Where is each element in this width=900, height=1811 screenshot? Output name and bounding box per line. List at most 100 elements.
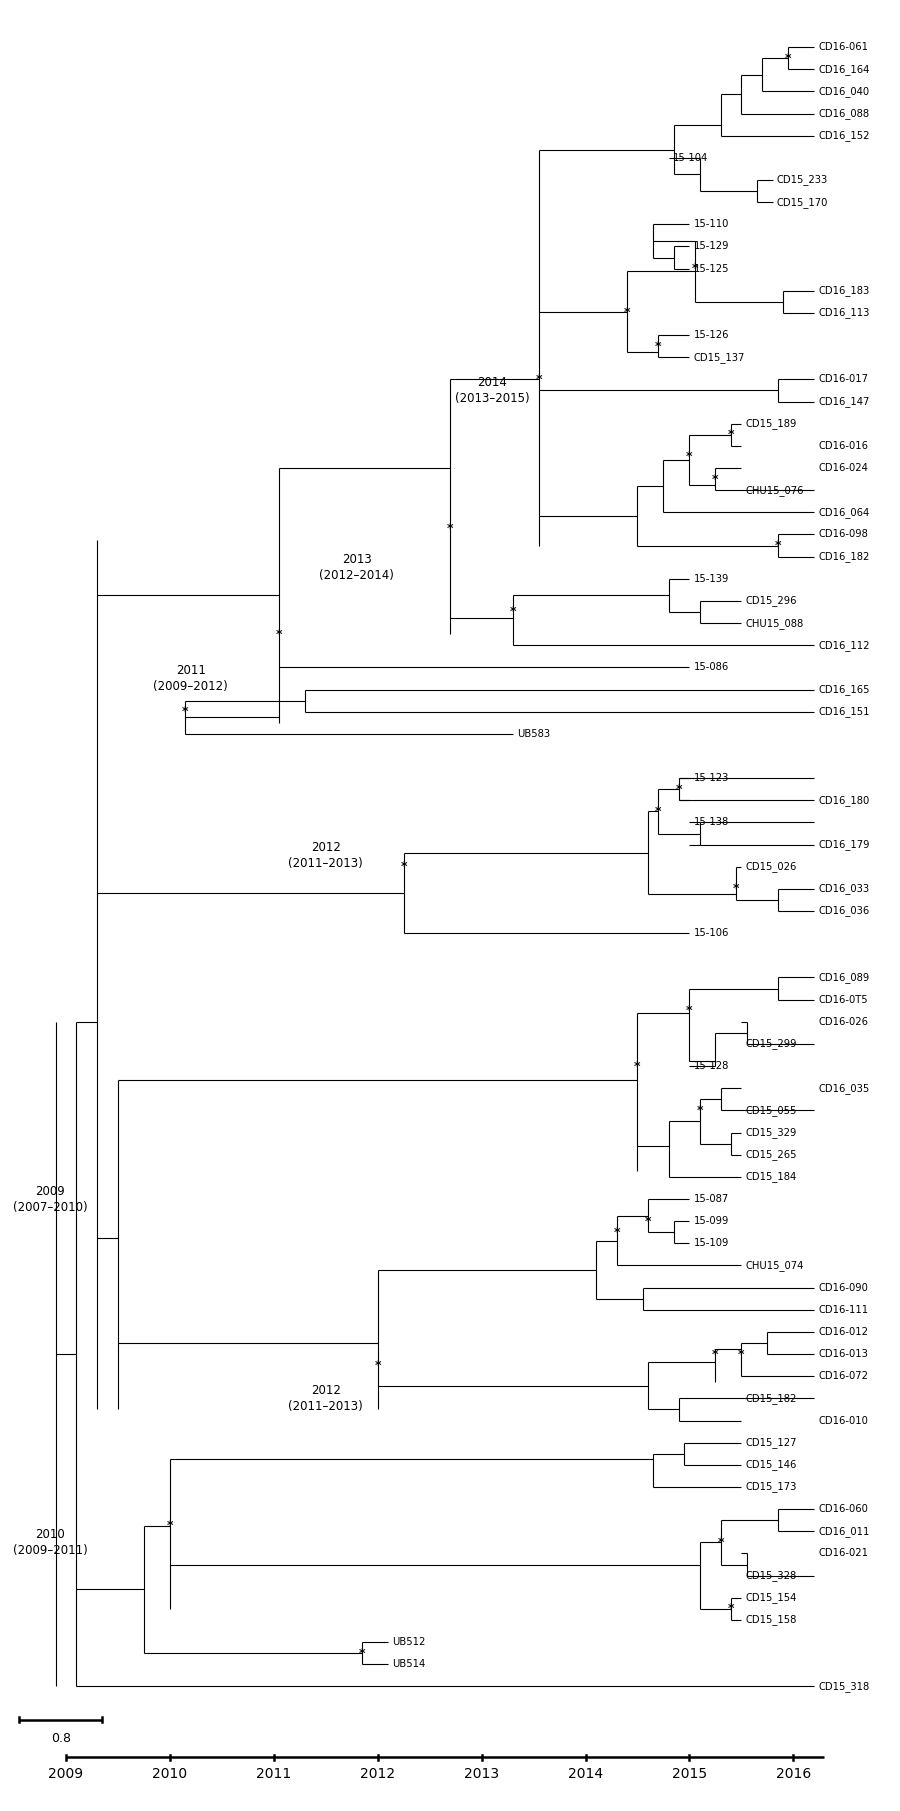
Text: *: * [728,427,734,442]
Text: CD16_089: CD16_089 [818,973,869,983]
Text: CD15_318: CD15_318 [818,1681,869,1691]
Text: CD16-111: CD16-111 [818,1304,868,1315]
Text: CD16_147: CD16_147 [818,397,869,407]
Text: CD16-016: CD16-016 [818,440,868,451]
Text: *: * [738,1347,744,1360]
Text: CD15_233: CD15_233 [777,174,828,185]
Text: CD16_040: CD16_040 [818,85,869,96]
Text: *: * [775,540,781,552]
Text: *: * [166,1519,173,1532]
Text: *: * [676,782,682,795]
Text: 2012
(2011–2013): 2012 (2011–2013) [288,1384,363,1413]
Text: CD16-098: CD16-098 [818,529,868,540]
Text: CD15_137: CD15_137 [694,351,745,362]
Text: 15-106: 15-106 [694,929,729,938]
Text: CD16_113: CD16_113 [818,308,869,319]
Text: *: * [644,1215,651,1228]
Text: *: * [536,373,542,386]
Text: 2015: 2015 [672,1768,707,1782]
Text: 2012: 2012 [360,1768,395,1782]
Text: 15-123: 15-123 [694,773,729,782]
Text: CD16_179: CD16_179 [818,838,869,849]
Text: CD16_151: CD16_151 [818,706,869,717]
Text: CD16_183: CD16_183 [818,286,869,297]
Text: 15-126: 15-126 [694,330,729,340]
Text: 0.8: 0.8 [50,1731,71,1744]
Text: 15-086: 15-086 [694,663,729,672]
Text: *: * [400,860,407,873]
Text: *: * [712,1347,718,1360]
Text: CD16_035: CD16_035 [818,1083,869,1094]
Text: CD16_036: CD16_036 [818,906,869,916]
Text: *: * [614,1226,620,1239]
Text: *: * [182,704,189,719]
Text: 15-099: 15-099 [694,1217,729,1226]
Text: CD16-061: CD16-061 [818,42,868,53]
Text: *: * [447,522,454,536]
Text: 15-125: 15-125 [694,264,729,273]
Text: CD15_182: CD15_182 [745,1393,796,1404]
Text: CHU15_074: CHU15_074 [745,1260,804,1271]
Text: 15-104: 15-104 [673,152,708,163]
Text: CD15_158: CD15_158 [745,1614,796,1626]
Text: CD16_064: CD16_064 [818,507,869,518]
Text: 2016: 2016 [776,1768,811,1782]
Text: CD16_112: CD16_112 [818,639,869,650]
Text: *: * [728,1603,734,1615]
Text: *: * [712,473,718,485]
Text: 2009
(2007–2010): 2009 (2007–2010) [14,1184,87,1213]
Text: CD16_152: CD16_152 [818,130,869,141]
Text: *: * [359,1646,365,1659]
Text: *: * [686,1005,693,1018]
Text: 2014
(2013–2015): 2014 (2013–2015) [454,377,529,406]
Text: CD16-010: CD16-010 [818,1416,868,1425]
Text: CD16_088: CD16_088 [818,109,869,120]
Text: *: * [691,263,698,275]
Text: *: * [624,306,630,319]
Text: CD16_180: CD16_180 [818,795,869,806]
Text: *: * [733,882,740,895]
Text: CD16-017: CD16-017 [818,375,868,384]
Text: 15-109: 15-109 [694,1239,729,1248]
Text: CD15_189: CD15_189 [745,418,796,429]
Text: 2014: 2014 [568,1768,603,1782]
Text: UB514: UB514 [392,1659,426,1670]
Text: CD15_173: CD15_173 [745,1481,796,1492]
Text: *: * [509,605,516,619]
Text: CD16-012: CD16-012 [818,1327,868,1337]
Text: *: * [634,1059,641,1072]
Text: CD16_033: CD16_033 [818,884,869,895]
Text: CD16_011: CD16_011 [818,1527,869,1538]
Text: CD16_164: CD16_164 [818,63,869,74]
Text: CD16-0T5: CD16-0T5 [818,994,868,1005]
Text: *: * [717,1536,724,1548]
Text: *: * [655,804,661,819]
Text: 15-138: 15-138 [694,817,729,828]
Text: 2010: 2010 [152,1768,187,1782]
Text: CD15_055: CD15_055 [745,1105,796,1116]
Text: 2011: 2011 [256,1768,292,1782]
Text: CD15_265: CD15_265 [745,1150,797,1161]
Text: CD15_146: CD15_146 [745,1460,796,1471]
Text: *: * [785,53,791,65]
Text: CD15_184: CD15_184 [745,1172,796,1183]
Text: 15-110: 15-110 [694,219,729,230]
Text: CD16-021: CD16-021 [818,1548,868,1559]
Text: CD15_026: CD15_026 [745,862,796,873]
Text: *: * [275,628,283,641]
Text: CHU15_076: CHU15_076 [745,485,804,496]
Text: 2012
(2011–2013): 2012 (2011–2013) [288,840,363,869]
Text: 2011
(2009–2012): 2011 (2009–2012) [153,665,228,694]
Text: 15-139: 15-139 [694,574,729,583]
Text: 15-128: 15-128 [694,1061,729,1070]
Text: 2013
(2012–2014): 2013 (2012–2014) [320,552,394,581]
Text: CD15_154: CD15_154 [745,1592,796,1603]
Text: CD16-013: CD16-013 [818,1349,868,1358]
Text: *: * [374,1358,381,1371]
Text: CD16-026: CD16-026 [818,1016,868,1027]
Text: CD16_182: CD16_182 [818,551,869,561]
Text: UB583: UB583 [517,728,550,739]
Text: UB512: UB512 [392,1637,426,1646]
Text: 2010
(2009–2011): 2010 (2009–2011) [13,1528,88,1557]
Text: 15-087: 15-087 [694,1193,729,1204]
